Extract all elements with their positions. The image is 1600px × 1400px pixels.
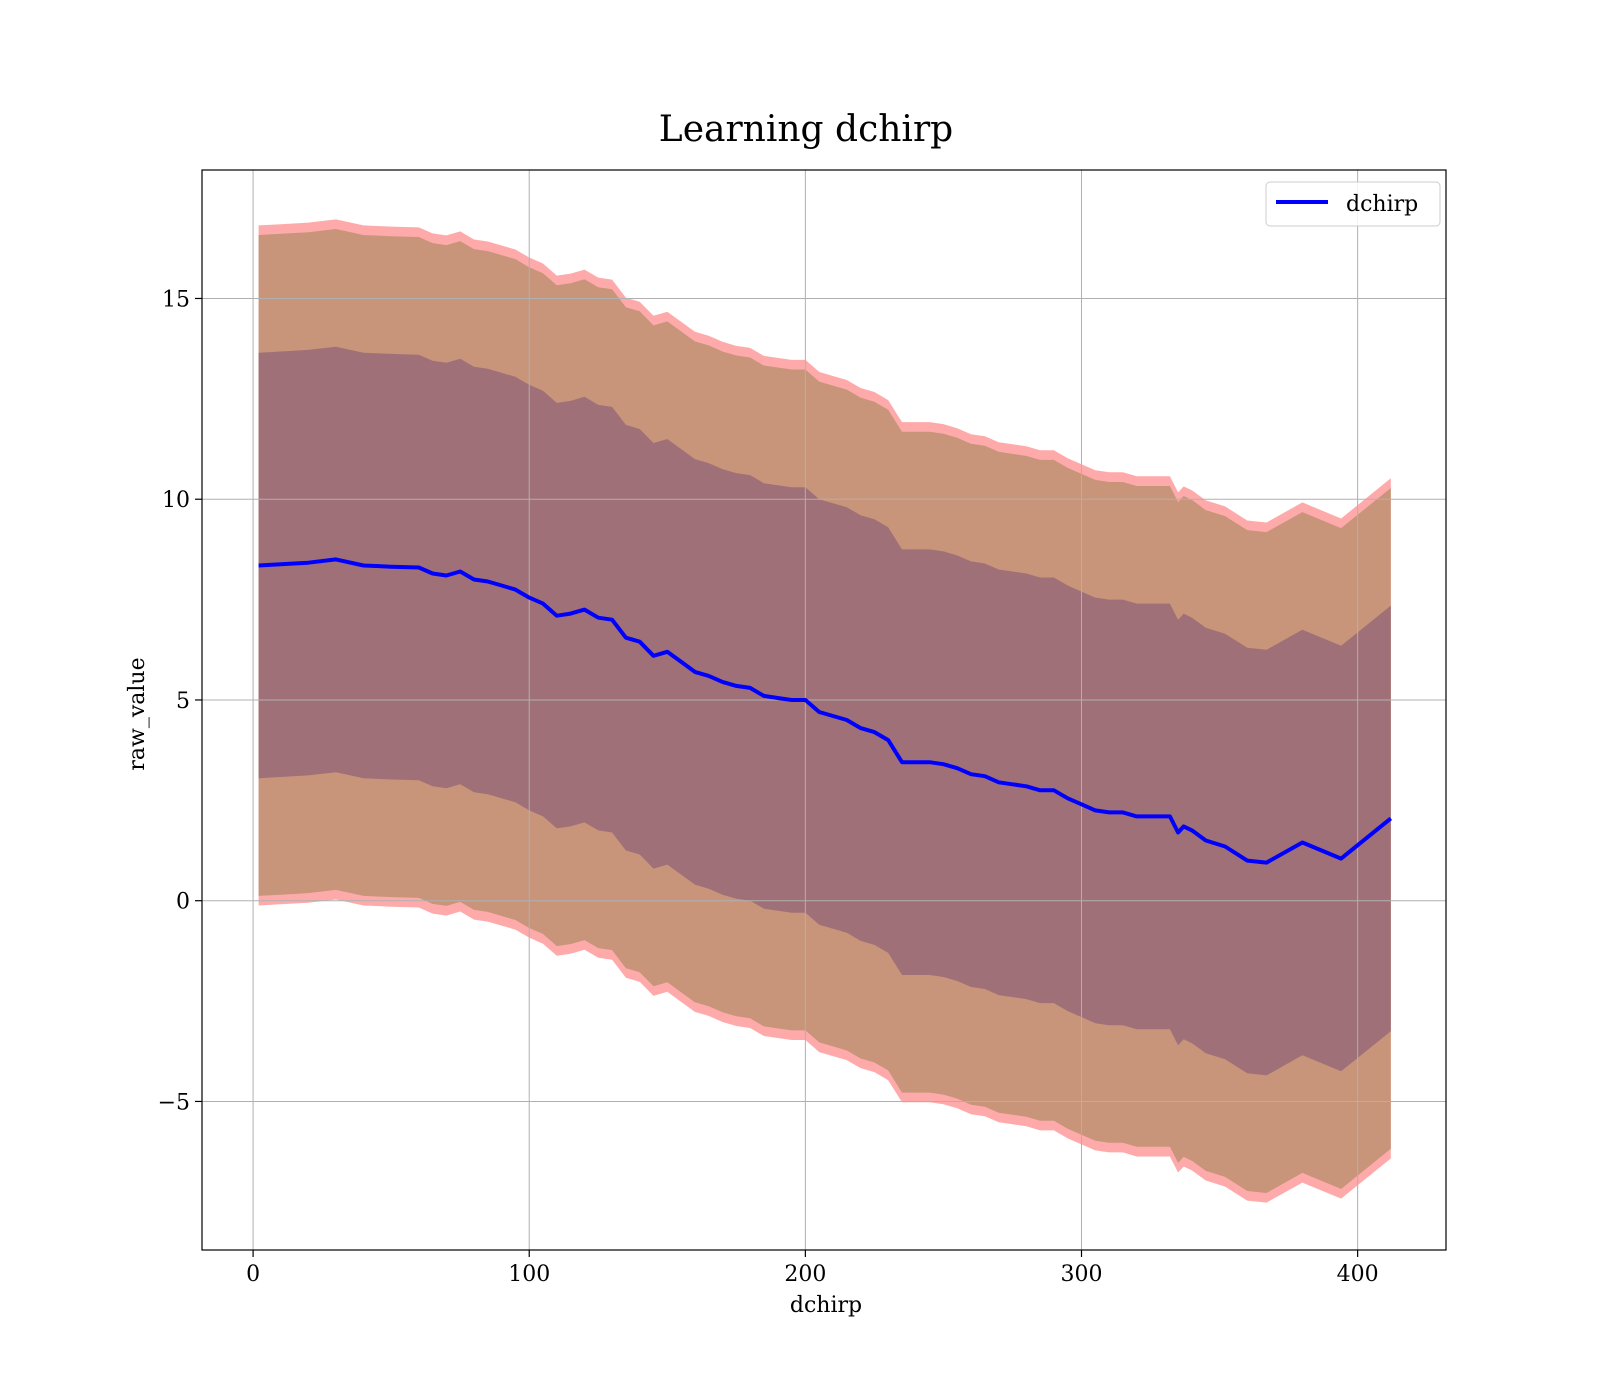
legend: dchirp <box>1265 181 1441 227</box>
x-tick-label: 100 <box>508 1262 550 1287</box>
axis-ticks: 0 100 200 300 400 −5 0 5 10 15 <box>158 287 1379 1287</box>
x-tick-label: 300 <box>1060 1262 1102 1287</box>
confidence-bands <box>258 219 1391 1203</box>
chart-title: Learning dchirp <box>659 109 953 150</box>
legend-label-dchirp: dchirp <box>1346 192 1418 217</box>
y-tick-label: 5 <box>176 689 190 714</box>
inner-band <box>258 346 1391 1076</box>
y-tick-label: −5 <box>158 1090 190 1115</box>
grid-lines <box>202 170 1446 1250</box>
x-tick-label: 200 <box>784 1262 826 1287</box>
x-tick-label: 400 <box>1337 1262 1379 1287</box>
x-axis-label: dchirp <box>790 1293 862 1318</box>
y-tick-label: 15 <box>162 287 190 312</box>
series-layer <box>258 557 1393 865</box>
plot-frame <box>201 169 1447 1251</box>
series-line-dchirp <box>258 557 1393 865</box>
y-tick-label: 0 <box>176 890 190 915</box>
y-axis-label: raw_value <box>125 657 150 770</box>
y-tick-label: 10 <box>162 488 190 513</box>
legend-box <box>1265 181 1441 227</box>
x-tick-label: 0 <box>246 1262 260 1287</box>
